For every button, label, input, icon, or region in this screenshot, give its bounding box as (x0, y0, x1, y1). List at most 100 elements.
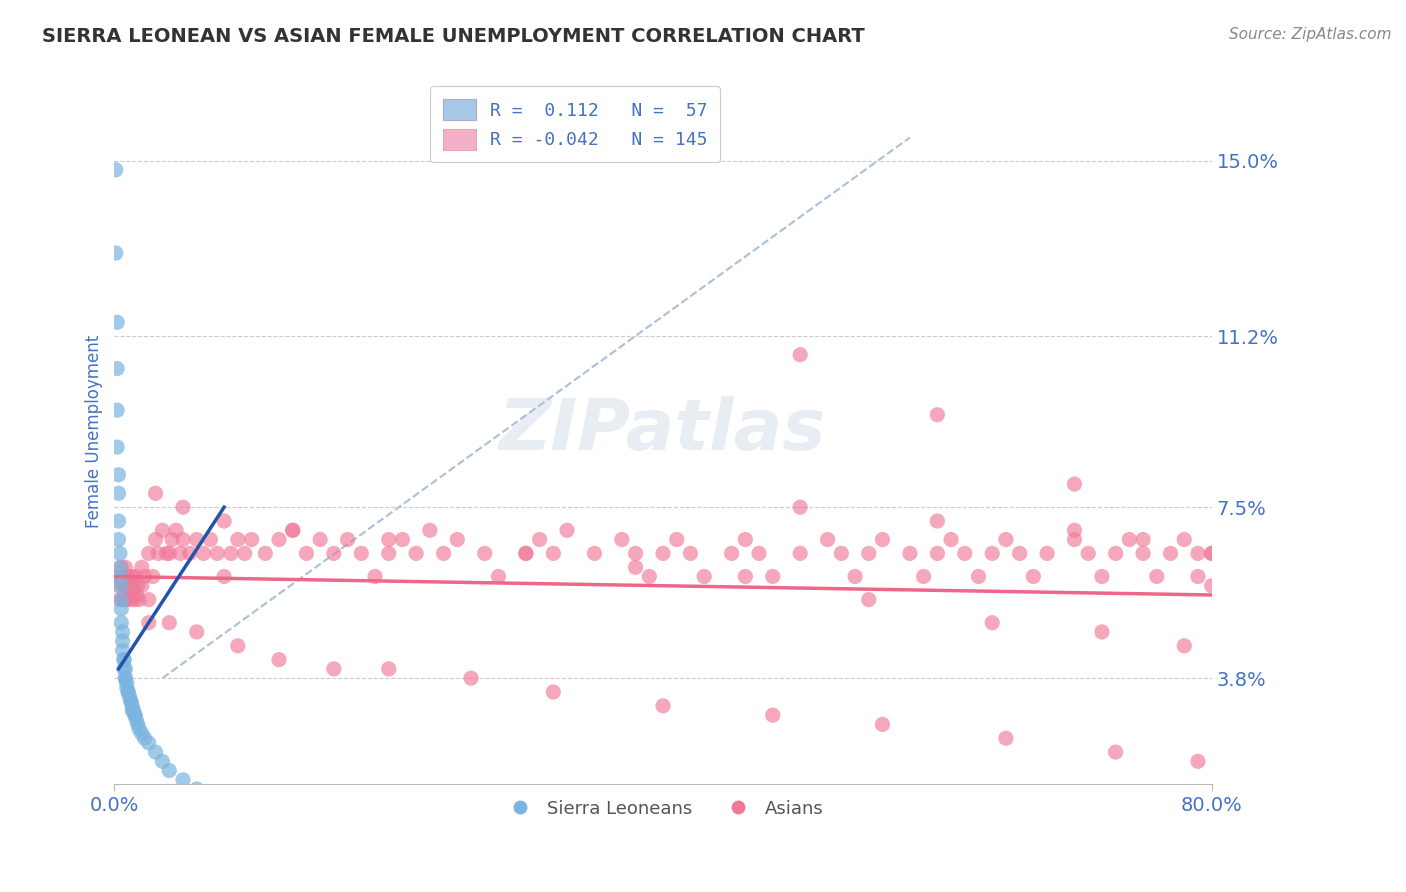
Point (111, 624, 134, 639)
Point (112, 592, 135, 607)
Point (212, 514, 235, 528)
Point (120, 694, 142, 708)
Point (131, 726, 153, 740)
Point (118, 579, 141, 593)
Point (186, 533, 208, 547)
Point (322, 546, 344, 560)
Point (121, 569, 143, 583)
Point (107, 533, 129, 547)
Point (169, 546, 191, 560)
Point (405, 546, 427, 560)
Point (734, 533, 756, 547)
Point (1146, 569, 1168, 583)
Point (134, 731, 156, 746)
Point (267, 819, 290, 833)
Point (267, 653, 290, 667)
Point (1091, 624, 1114, 639)
Point (515, 546, 537, 560)
Point (104, 246, 127, 260)
Point (309, 533, 332, 547)
Point (432, 546, 454, 560)
Point (1063, 533, 1085, 547)
Point (927, 546, 949, 560)
Point (762, 569, 785, 583)
Point (762, 708, 785, 723)
Point (734, 569, 756, 583)
Point (115, 592, 138, 607)
Point (105, 403, 128, 417)
Text: SIERRA LEONEAN VS ASIAN FEMALE UNEMPLOYMENT CORRELATION CHART: SIERRA LEONEAN VS ASIAN FEMALE UNEMPLOYM… (42, 27, 865, 45)
Point (460, 671, 482, 685)
Point (186, 782, 208, 797)
Point (125, 713, 148, 727)
Point (898, 546, 921, 560)
Point (295, 546, 318, 560)
Point (474, 546, 496, 560)
Point (128, 592, 150, 607)
Point (110, 615, 132, 630)
Point (115, 675, 138, 690)
Point (200, 791, 222, 805)
Point (157, 615, 180, 630)
Point (114, 671, 136, 685)
Point (624, 546, 647, 560)
Point (110, 602, 132, 616)
Point (789, 348, 811, 362)
Point (212, 569, 235, 583)
Point (967, 569, 990, 583)
Point (124, 592, 146, 607)
Point (994, 731, 1017, 746)
Point (1104, 745, 1126, 759)
Point (138, 546, 160, 560)
Point (446, 533, 468, 547)
Point (817, 533, 839, 547)
Point (124, 569, 146, 583)
Point (128, 722, 150, 736)
Point (1160, 546, 1182, 560)
Point (193, 546, 215, 560)
Point (953, 546, 976, 560)
Point (104, 162, 127, 177)
Point (121, 704, 143, 718)
Point (419, 523, 441, 537)
Point (134, 569, 156, 583)
Point (789, 500, 811, 515)
Point (138, 615, 160, 630)
Y-axis label: Female Unemployment: Female Unemployment (86, 334, 103, 527)
Point (789, 546, 811, 560)
Point (122, 579, 145, 593)
Point (322, 662, 344, 676)
Point (1201, 546, 1223, 560)
Point (488, 569, 510, 583)
Point (212, 800, 235, 814)
Point (142, 569, 165, 583)
Legend: Sierra Leoneans, Asians: Sierra Leoneans, Asians (495, 792, 831, 825)
Point (122, 704, 145, 718)
Point (226, 639, 249, 653)
Point (652, 698, 675, 713)
Point (127, 717, 149, 731)
Point (267, 533, 290, 547)
Point (117, 588, 139, 602)
Point (152, 755, 174, 769)
Point (114, 560, 136, 574)
Point (155, 546, 177, 560)
Point (131, 579, 153, 593)
Point (145, 533, 167, 547)
Point (112, 653, 135, 667)
Point (200, 533, 222, 547)
Point (858, 592, 880, 607)
Point (939, 533, 962, 547)
Point (152, 523, 174, 537)
Point (912, 569, 935, 583)
Point (131, 560, 153, 574)
Point (693, 569, 716, 583)
Point (160, 533, 183, 547)
Point (145, 745, 167, 759)
Point (858, 546, 880, 560)
Point (405, 842, 427, 856)
Point (1022, 569, 1045, 583)
Point (240, 810, 263, 824)
Point (830, 546, 852, 560)
Point (114, 579, 136, 593)
